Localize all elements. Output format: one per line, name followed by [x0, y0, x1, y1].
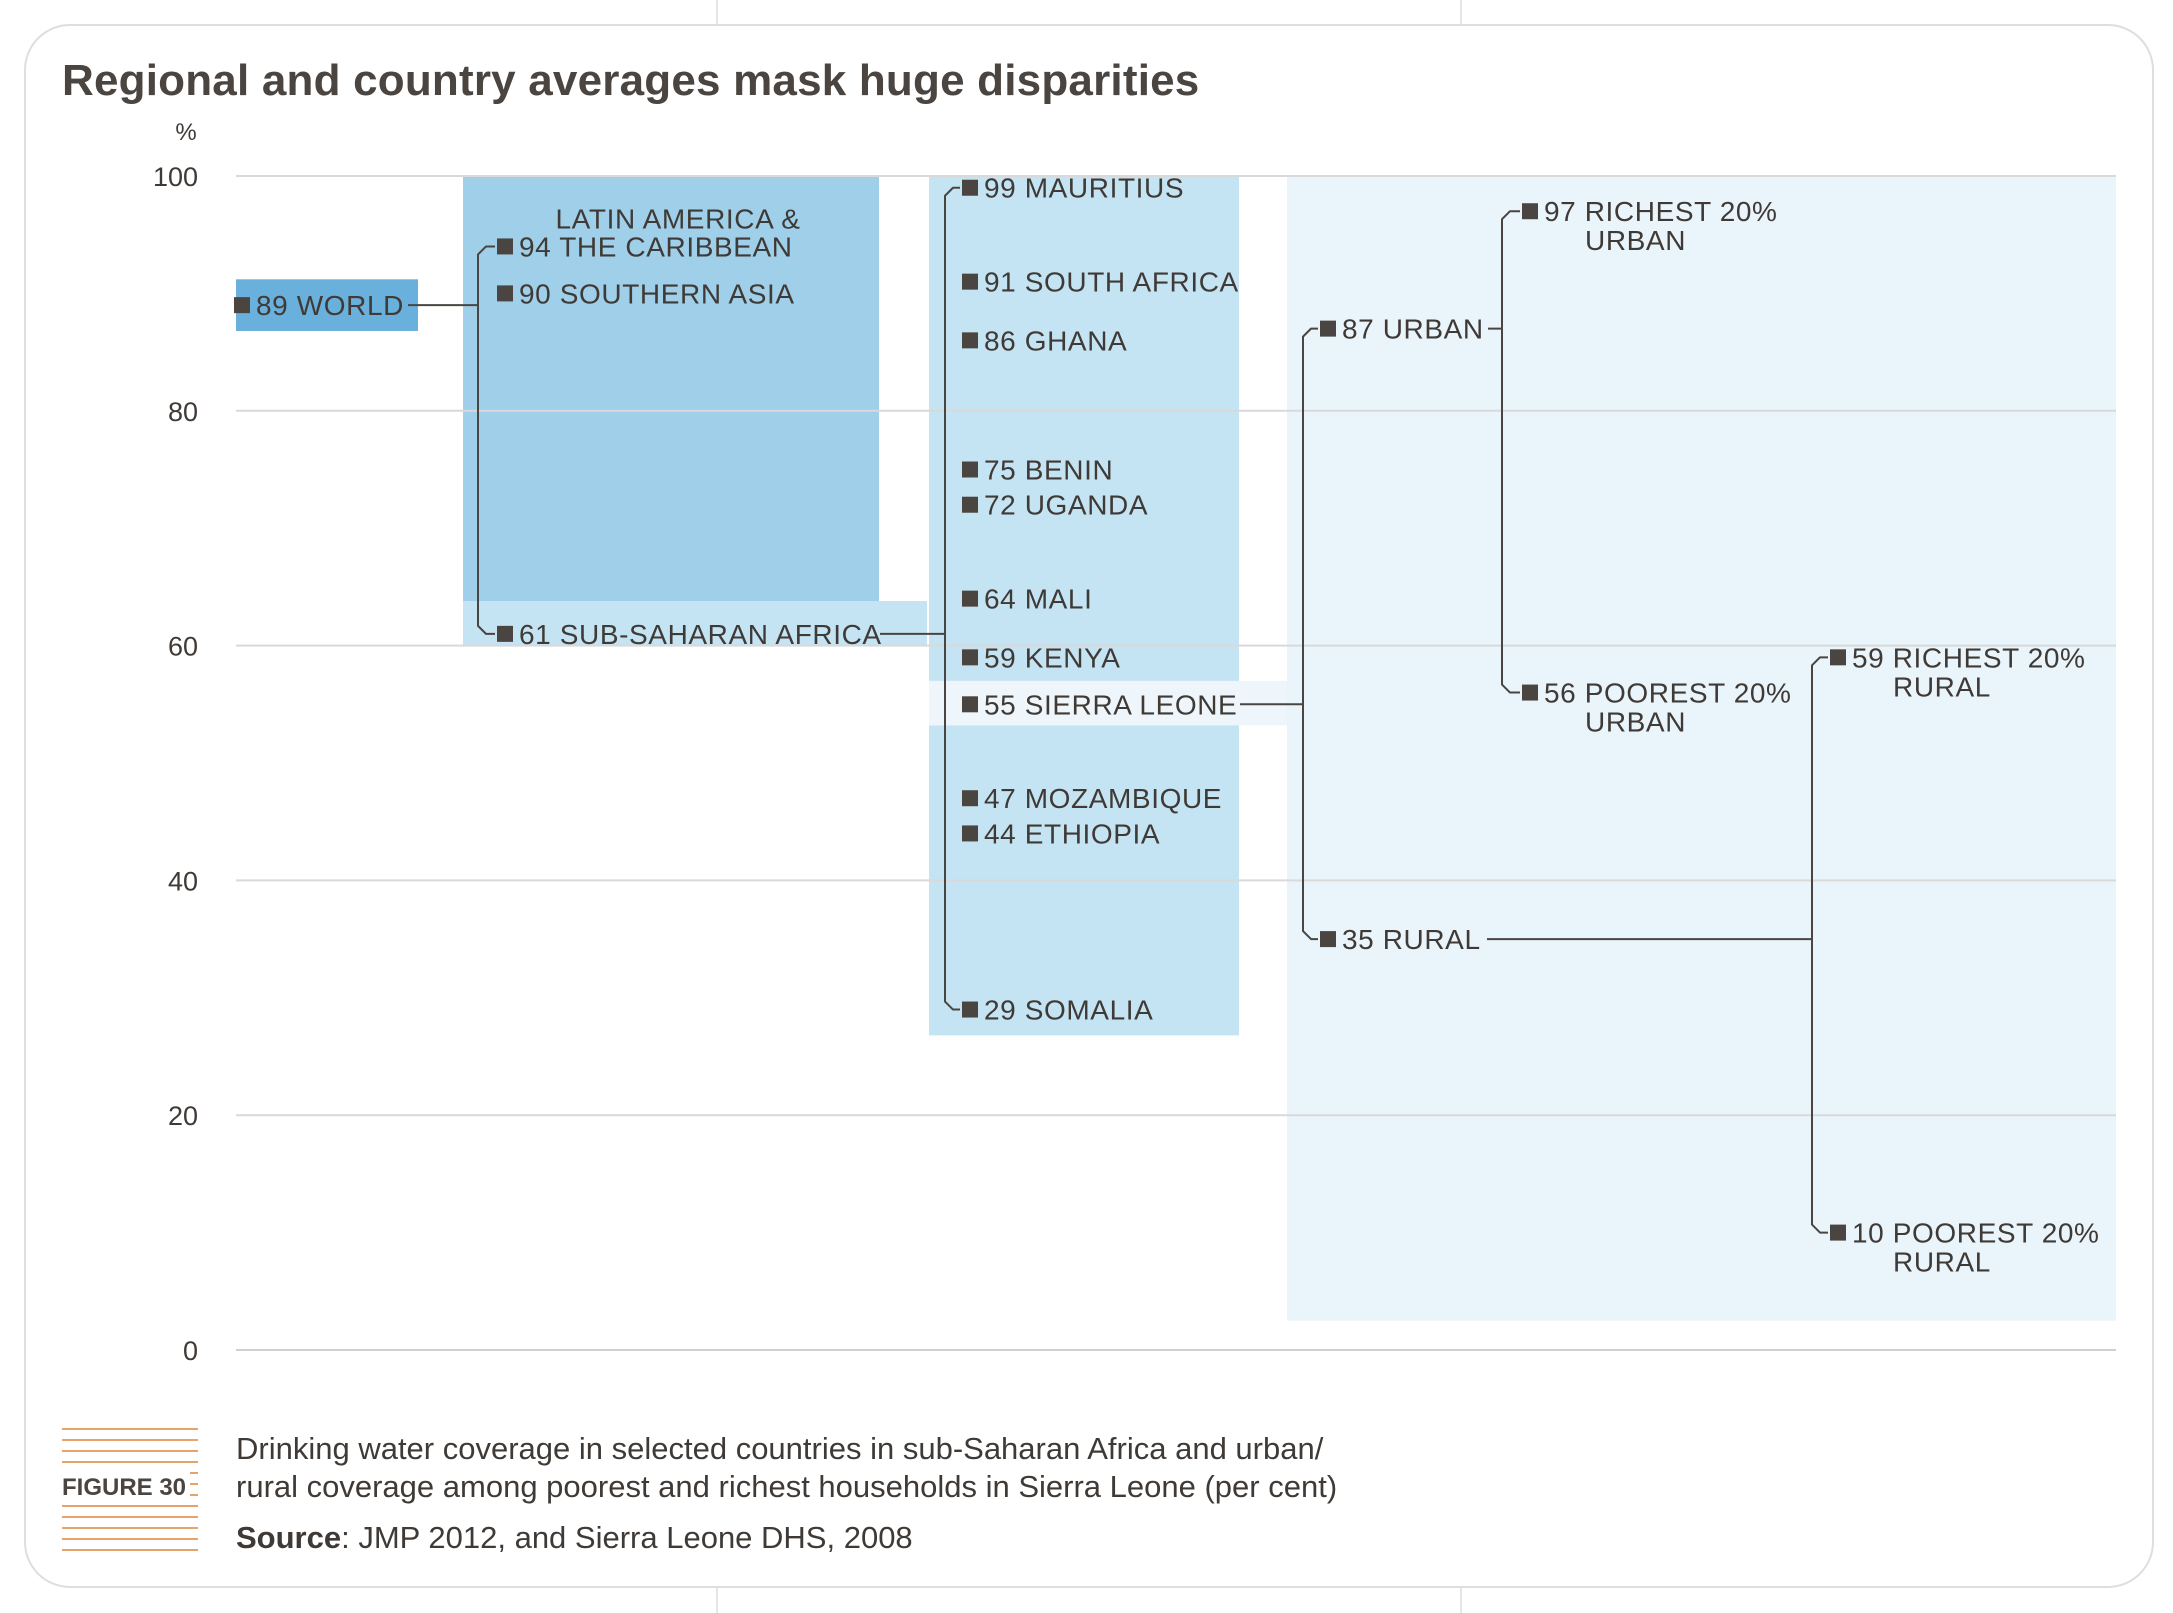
point-label-southafrica: 91 SOUTH AFRICA — [984, 267, 1239, 298]
y-axis-label: % — [175, 119, 196, 146]
marker-uganda — [962, 496, 978, 513]
point-label-ethiopia: 44 ETHIOPIA — [984, 818, 1160, 849]
connector-bracket-world — [477, 245, 495, 635]
marker-rural_richest — [1830, 649, 1846, 666]
point-label-benin: 75 BENIN — [984, 455, 1113, 486]
point-label-below-rural_richest: RURAL — [1893, 671, 1991, 702]
point-label-urban_poorest: 56 POOREST 20% — [1544, 678, 1792, 709]
point-label-rural_poorest: 10 POOREST 20% — [1852, 1218, 2100, 1249]
marker-urban_poorest — [1522, 684, 1538, 701]
point-label-below-urban_poorest: URBAN — [1585, 707, 1686, 738]
band-sub-saharan — [463, 600, 927, 646]
chart-title: Regional and country averages mask huge … — [62, 56, 1200, 105]
point-label-ssa: 61 SUB-SAHARAN AFRICA — [519, 619, 882, 650]
background-bands — [236, 176, 2116, 1321]
marker-mali — [962, 590, 978, 607]
caption-line-2: rural coverage among poorest and richest… — [236, 1469, 1338, 1504]
point-label-rural: 35 RURAL — [1342, 924, 1481, 955]
point-label-sasia: 90 SOUTHERN ASIA — [519, 278, 795, 309]
point-label-uganda: 72 UGANDA — [984, 490, 1148, 521]
point-label-rural_richest: 59 RICHEST 20% — [1852, 642, 2086, 673]
point-label-below-urban_richest: URBAN — [1585, 225, 1686, 256]
point-label-mauritius: 99 MAURITIUS — [984, 173, 1184, 204]
marker-mauritius — [962, 179, 978, 196]
band-regions — [463, 176, 879, 601]
point-label-below-rural_poorest: RURAL — [1893, 1247, 1991, 1278]
connector-bracket-sierraleone — [1302, 327, 1318, 941]
point-label-mali: 64 MALI — [984, 584, 1092, 615]
marker-urban_richest — [1522, 203, 1538, 220]
marker-sierraleone — [962, 696, 978, 713]
point-label-urban: 87 URBAN — [1342, 314, 1484, 345]
source-text: : JMP 2012, and Sierra Leone DHS, 2008 — [341, 1520, 913, 1555]
marker-urban — [1320, 320, 1336, 337]
y-axis: 0 20 40 60 80 100% — [153, 119, 198, 1366]
marker-ghana — [962, 332, 978, 349]
marker-benin — [962, 461, 978, 478]
y-tick-label: 40 — [168, 866, 198, 896]
marker-somalia — [962, 1001, 978, 1018]
connector-bracket-ssa — [944, 186, 960, 1011]
y-tick-label: 80 — [168, 397, 198, 427]
point-label-above-lac: LATIN AMERICA & — [556, 203, 801, 234]
point-label-lac: 94 THE CARIBBEAN — [519, 231, 793, 262]
marker-ethiopia — [962, 825, 978, 842]
marker-sasia — [497, 285, 513, 302]
point-label-ghana: 86 GHANA — [984, 325, 1127, 356]
point-label-urban_richest: 97 RICHEST 20% — [1544, 196, 1778, 227]
marker-rural — [1320, 931, 1336, 948]
connector-lines — [408, 186, 1828, 1234]
caption-text: Drinking water coverage in selected coun… — [236, 1430, 1536, 1506]
y-tick-label: 100 — [153, 162, 198, 192]
marker-southafrica — [962, 273, 978, 290]
point-label-kenya: 59 KENYA — [984, 642, 1121, 673]
marker-ssa — [497, 625, 513, 642]
figure-number: FIGURE 30 — [62, 1472, 191, 1504]
connector-bracket-urban — [1501, 210, 1520, 694]
connector-bracket-rural — [1811, 656, 1828, 1234]
caption-line-1: Drinking water coverage in selected coun… — [236, 1431, 1324, 1466]
band-breakdown — [1287, 176, 2116, 1321]
marker-mozambique — [962, 790, 978, 807]
marker-world — [234, 297, 250, 314]
caption-source: Source: JMP 2012, and Sierra Leone DHS, … — [236, 1520, 913, 1556]
marker-kenya — [962, 649, 978, 666]
gridlines — [236, 175, 2116, 1351]
y-tick-label: 0 — [183, 1336, 198, 1366]
band-world — [236, 279, 418, 331]
point-label-mozambique: 47 MOZAMBIQUE — [984, 783, 1222, 814]
point-label-sierraleone: 55 SIERRA LEONE — [984, 689, 1237, 720]
marker-lac — [497, 238, 513, 255]
point-label-somalia: 29 SOMALIA — [984, 995, 1153, 1026]
y-tick-label: 60 — [168, 632, 198, 662]
point-label-world: 89 WORLD — [256, 290, 404, 321]
figure-caption: FIGURE 30 Drinking water coverage in sel… — [62, 1420, 1662, 1580]
marker-rural_poorest — [1830, 1224, 1846, 1241]
band-sierra-leone — [929, 680, 1289, 726]
band-countries — [929, 176, 1239, 1036]
y-tick-label: 20 — [168, 1101, 198, 1131]
source-label: Source — [236, 1520, 342, 1555]
